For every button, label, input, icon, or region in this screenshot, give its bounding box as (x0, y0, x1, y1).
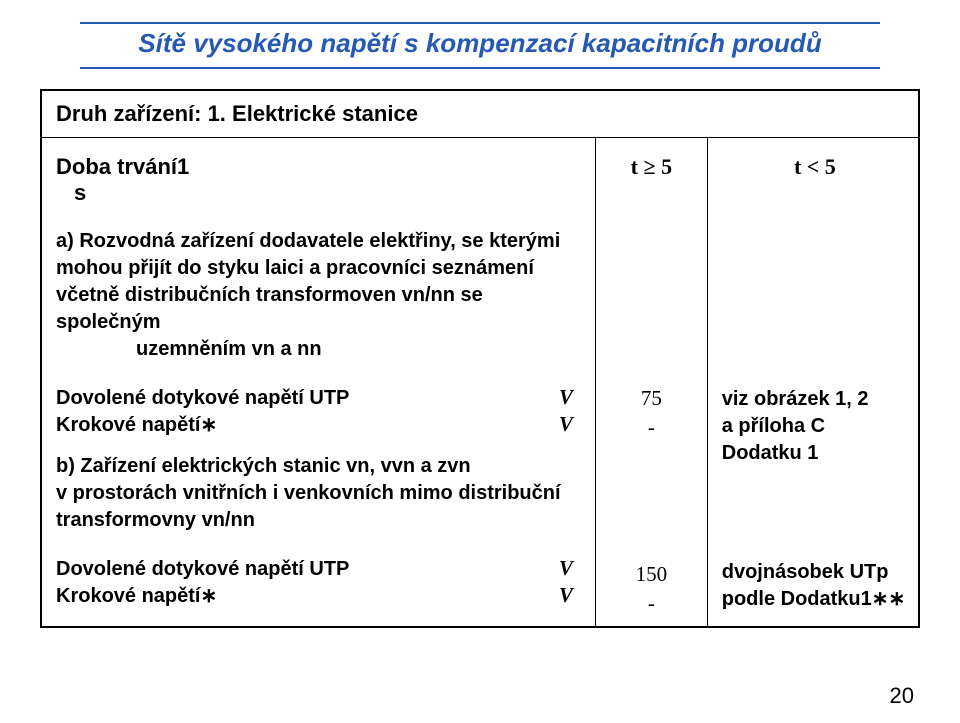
table-body-row: Doba trvání1 s a) Rozvodná zařízení doda… (41, 138, 919, 628)
device-type-cell: Druh zařízení: 1. Elektrické stanice (41, 90, 919, 138)
krok-b-label: Krokové napětí∗ (56, 583, 559, 610)
page-title: Sítě vysokého napětí s kompenzací kapaci… (80, 22, 880, 69)
mid-dash2: - (606, 591, 697, 616)
section-a-l1: a) Rozvodná zařízení dodavatele elektřin… (56, 228, 583, 255)
section-b-l3: transformovny vn/nn (56, 507, 583, 534)
section-a-l2: mohou přijít do styku laici a pracovníci… (56, 255, 583, 282)
krok-b-unit: V (559, 583, 583, 608)
page-number: 20 (890, 683, 914, 709)
utp-a-label: Dovolené dotykové napětí UTP (56, 385, 559, 412)
utp-b-label: Dovolené dotykové napětí UTP (56, 556, 559, 583)
duration-label-l2: s (56, 180, 583, 206)
utp-b-line: Dovolené dotykové napětí UTP V (56, 556, 583, 583)
utp-a-unit: V (559, 385, 583, 410)
section-a-l3: včetně distribučních transformoven vn/nn… (56, 282, 583, 336)
right-dvoj: dvojnásobek UTp (722, 559, 908, 586)
right-podle: podle Dodatku1∗∗ (722, 586, 908, 613)
title-container: Sítě vysokého napětí s kompenzací kapaci… (40, 22, 920, 69)
val-150: 150 (606, 562, 697, 587)
t-ge-5: t ≥ 5 (606, 154, 697, 180)
right-dod: Dodatku 1 (722, 440, 908, 467)
table-col-right: t < 5 viz obrázek 1, 2 a příloha C Dodat… (707, 138, 919, 628)
section-b-l2: v prostorách vnitřních i venkovních mimo… (56, 480, 583, 507)
utp-b-unit: V (559, 556, 583, 581)
table-col-mid: t ≥ 5 75 - 150 - (596, 138, 708, 628)
mid-dash1: - (606, 415, 697, 440)
slide-page: Sítě vysokého napětí s kompenzací kapaci… (0, 0, 960, 723)
right-viz: viz obrázek 1, 2 (722, 386, 908, 413)
main-table: Druh zařízení: 1. Elektrické stanice Dob… (40, 89, 920, 628)
section-b-l1: b) Zařízení elektrických stanic vn, vvn … (56, 453, 583, 480)
device-type-row: Druh zařízení: 1. Elektrické stanice (41, 90, 919, 138)
utp-a-line: Dovolené dotykové napětí UTP V (56, 385, 583, 412)
right-apr: a příloha C (722, 413, 908, 440)
krok-b-line: Krokové napětí∗ V (56, 583, 583, 610)
table-col-left: Doba trvání1 s a) Rozvodná zařízení doda… (41, 138, 596, 628)
krok-a-unit: V (559, 412, 583, 437)
krok-a-label: Krokové napětí∗ (56, 412, 559, 439)
duration-label-l1: Doba trvání1 (56, 154, 583, 180)
t-lt-5: t < 5 (722, 154, 908, 180)
krok-a-line: Krokové napětí∗ V (56, 412, 583, 439)
section-a-l4: uzemněním vn a nn (56, 336, 583, 363)
val-75: 75 (606, 386, 697, 411)
